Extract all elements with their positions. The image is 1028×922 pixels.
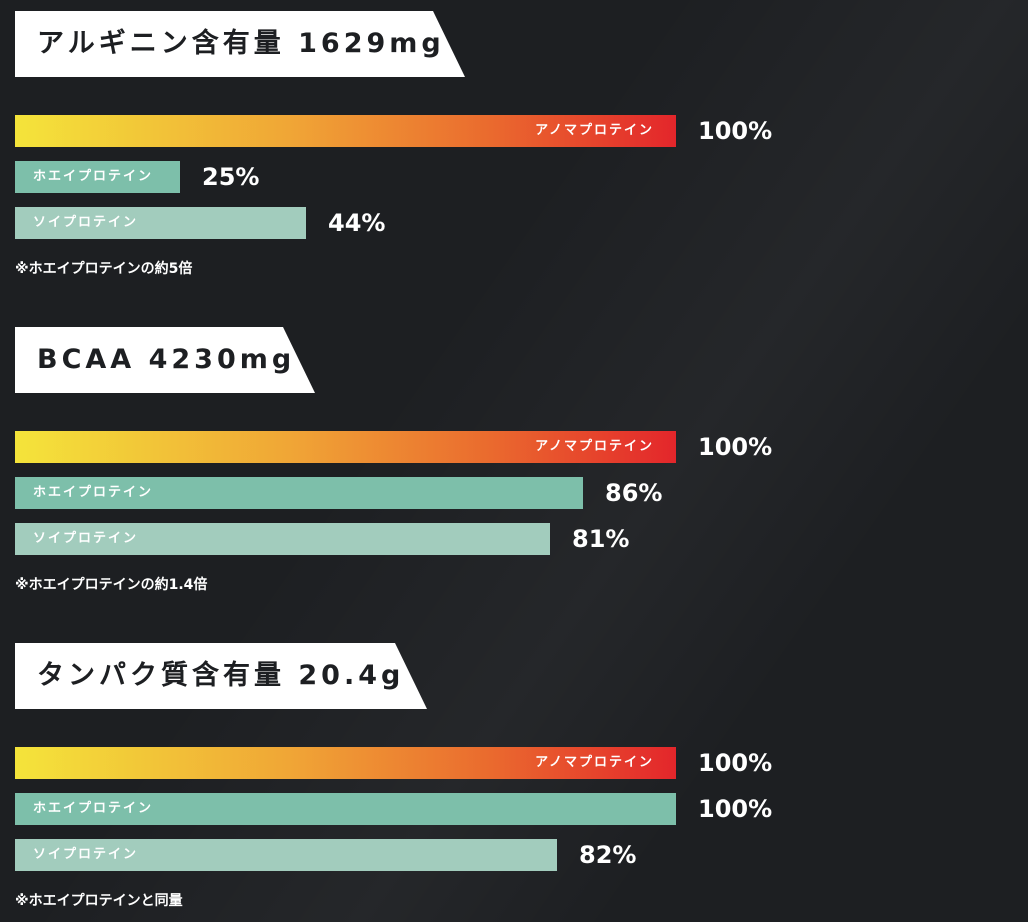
bar-label: ソイプロテイン bbox=[33, 847, 139, 862]
bar-whey-protein: ホエイプロテイン bbox=[15, 477, 583, 509]
bar-row-soy-protein: ソイプロテイン 82% bbox=[15, 839, 1015, 871]
bar-row-whey-protein: ホエイプロテイン 25% bbox=[15, 161, 1015, 193]
bar-label: ソイプロテイン bbox=[33, 215, 139, 230]
chart-section: アルギニン含有量 1629mg アノマプロテイン 100% ホエイプロテイン 25% ソイ… bbox=[15, 11, 1015, 281]
value-label: 100% bbox=[698, 433, 773, 461]
bar-anomaprotein: アノマプロテイン bbox=[15, 115, 676, 147]
bar-label: アノマプロテイン bbox=[535, 123, 654, 138]
chart-note: ※ホエイプロテインの約5倍 bbox=[15, 261, 193, 277]
bar-row-soy-protein: ソイプロテイン 44% bbox=[15, 207, 1015, 239]
bar-label: ホエイプロテイン bbox=[33, 485, 154, 500]
bar-soy-protein: ソイプロテイン bbox=[15, 523, 550, 555]
bar-anomaprotein: アノマプロテイン bbox=[15, 431, 676, 463]
chart-note: ※ホエイプロテインの約1.4倍 bbox=[15, 577, 208, 593]
bar-whey-protein: ホエイプロテイン bbox=[15, 161, 180, 193]
bar-row-soy-protein: ソイプロテイン 81% bbox=[15, 523, 1015, 555]
bar-anomaprotein: アノマプロテイン bbox=[15, 747, 676, 779]
value-label: 86% bbox=[605, 479, 663, 507]
value-label: 100% bbox=[698, 795, 773, 823]
bar-label: ホエイプロテイン bbox=[33, 801, 154, 816]
bar-row-anomaprotein: アノマプロテイン 100% bbox=[15, 115, 1015, 147]
chart-title: アルギニン含有量 1629mg bbox=[15, 11, 465, 77]
bar-label: ソイプロテイン bbox=[33, 531, 139, 546]
bar-label: アノマプロテイン bbox=[535, 755, 654, 770]
value-label: 100% bbox=[698, 117, 773, 145]
bar-label: アノマプロテイン bbox=[535, 439, 654, 454]
chart-note: ※ホエイプロテインと同量 bbox=[15, 893, 183, 909]
bar-soy-protein: ソイプロテイン bbox=[15, 207, 306, 239]
bar-row-anomaprotein: アノマプロテイン 100% bbox=[15, 747, 1015, 779]
value-label: 82% bbox=[579, 841, 637, 869]
bar-row-whey-protein: ホエイプロテイン 100% bbox=[15, 793, 1015, 825]
chart-title: BCAA 4230mg bbox=[15, 327, 315, 393]
bar-label: ホエイプロテイン bbox=[33, 169, 154, 184]
value-label: 100% bbox=[698, 749, 773, 777]
value-label: 25% bbox=[202, 163, 260, 191]
value-label: 44% bbox=[328, 209, 386, 237]
bar-row-anomaprotein: アノマプロテイン 100% bbox=[15, 431, 1015, 463]
bar-soy-protein: ソイプロテイン bbox=[15, 839, 557, 871]
bar-whey-protein: ホエイプロテイン bbox=[15, 793, 676, 825]
chart-section: BCAA 4230mg アノマプロテイン 100% ホエイプロテイン 86% ソイプロテイ… bbox=[15, 327, 1015, 597]
chart-title: タンパク質含有量 20.4g bbox=[15, 643, 427, 709]
value-label: 81% bbox=[572, 525, 630, 553]
bar-row-whey-protein: ホエイプロテイン 86% bbox=[15, 477, 1015, 509]
chart-section: タンパク質含有量 20.4g アノマプロテイン 100% ホエイプロテイン 100% ソイ… bbox=[15, 643, 1015, 913]
